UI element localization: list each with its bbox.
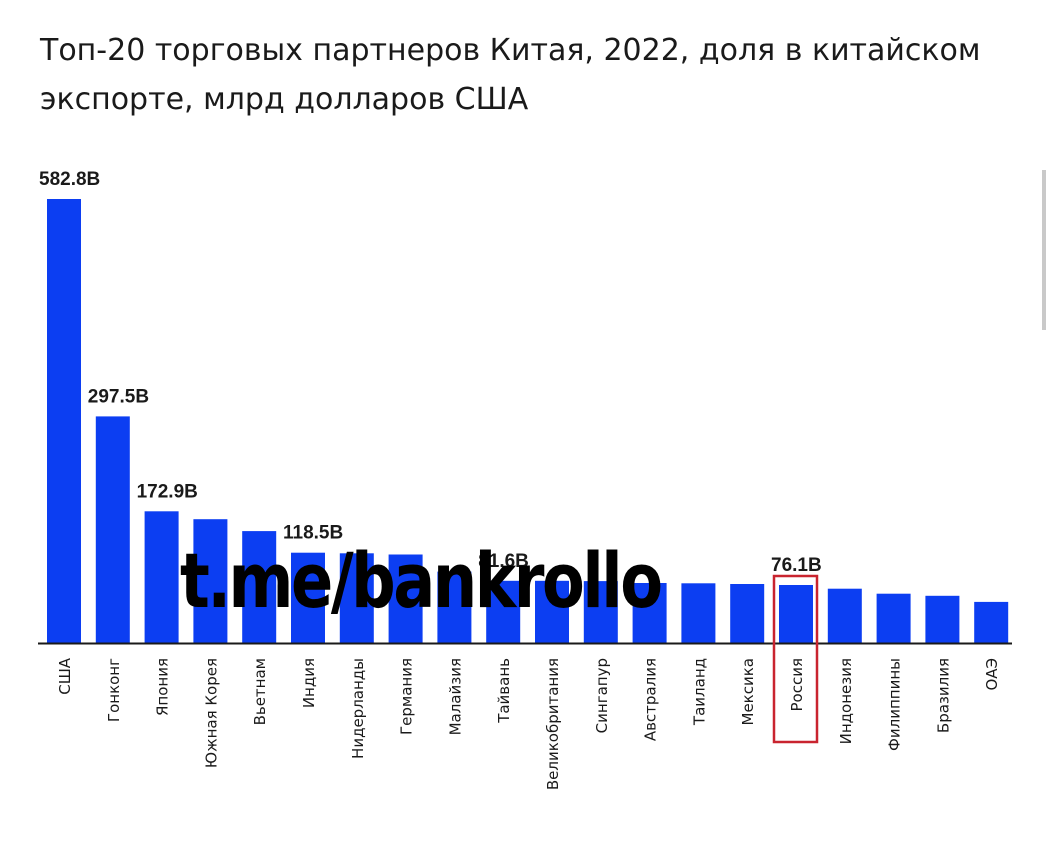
category-label: Индия (300, 658, 318, 708)
bar-8 (388, 554, 423, 643)
bar-4 (193, 519, 228, 643)
data-label-background (85, 384, 156, 408)
category-label: Россия (788, 658, 806, 712)
scrollbar[interactable] (1042, 170, 1046, 330)
category-label: Великобритания (544, 658, 562, 790)
category-label: Бразилия (934, 658, 952, 733)
category-label: Южная Корея (202, 658, 220, 768)
bar-15 (730, 584, 765, 643)
russia-highlight-box (772, 574, 819, 744)
category-labels-group: США Гонконг Япония Южная Корея Вьетнам Индия Н… (56, 657, 1001, 790)
bar-10 (486, 580, 521, 643)
category-label: Австралия (642, 658, 660, 741)
data-label: 118.5B (283, 523, 343, 544)
bar-11 (535, 580, 569, 643)
bars-group (47, 199, 1009, 643)
data-label-background (134, 479, 205, 503)
bar-1 (47, 199, 81, 643)
chart-title: Топ-20 торговых партнеров Китая, 2022, д… (40, 33, 981, 117)
data-label-background (769, 553, 828, 576)
bar-18 (876, 593, 911, 643)
bar-17 (827, 588, 862, 643)
bar-6 (291, 552, 325, 643)
data-labels-group: 582.8B 297.5B 172.9B 118.5B 81.6B 76.1B (37, 167, 828, 576)
bar-14 (681, 583, 716, 643)
bar-7 (339, 553, 374, 643)
data-label: 172.9B (137, 481, 198, 502)
category-label: Нидерланды (349, 658, 367, 759)
watermark-text: t.me/bankrollo (180, 536, 663, 625)
category-label: Германия (398, 658, 416, 735)
category-label: США (56, 657, 74, 695)
data-label-background (281, 520, 351, 544)
bar-5 (242, 531, 277, 643)
category-label: Гонконг (105, 658, 123, 722)
category-label: Малайзия (446, 658, 464, 735)
category-label: Индонезия (837, 658, 855, 744)
category-label: Таиланд (690, 658, 708, 726)
category-label: Япония (154, 658, 172, 716)
data-label: 582.8B (39, 169, 100, 190)
category-label: Филиппины (886, 658, 904, 751)
bar-13 (632, 583, 667, 643)
category-label: ОАЭ (983, 658, 1001, 691)
bar-12 (583, 581, 618, 643)
data-label-background (37, 167, 107, 190)
bar-20 (974, 601, 1009, 643)
category-label: Сингапур (593, 658, 611, 733)
bar-19 (925, 595, 960, 643)
bar-3 (144, 511, 179, 643)
data-label-background (476, 548, 536, 572)
bar-9 (437, 571, 472, 643)
data-label: 81.6B (478, 551, 529, 572)
data-label: 76.1B (771, 555, 822, 576)
data-label: 297.5B (88, 386, 149, 407)
category-label: Тайвань (495, 658, 513, 724)
bar-2 (95, 416, 130, 643)
bar-16 (779, 585, 813, 643)
category-label: Мексика (739, 658, 757, 725)
category-label: Вьетнам (251, 658, 269, 725)
